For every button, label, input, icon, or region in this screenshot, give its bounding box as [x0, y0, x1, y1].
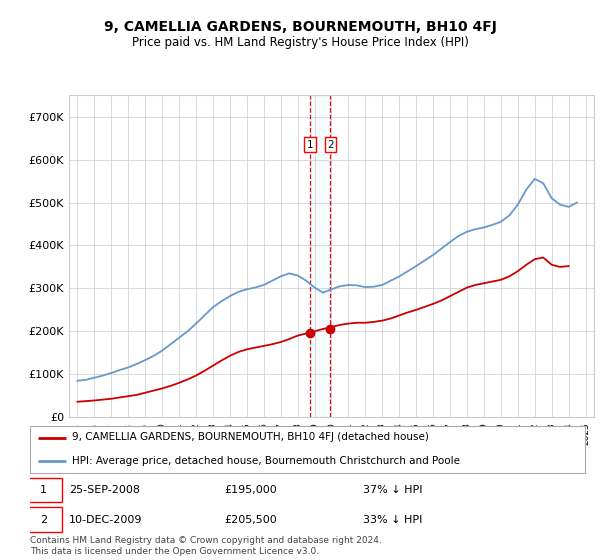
Text: 25-SEP-2008: 25-SEP-2008 [69, 485, 140, 495]
Text: 2: 2 [327, 139, 334, 150]
Text: £195,000: £195,000 [224, 485, 277, 495]
Text: 33% ↓ HPI: 33% ↓ HPI [363, 515, 422, 525]
Text: £205,500: £205,500 [224, 515, 277, 525]
Text: 1: 1 [40, 485, 47, 495]
Text: 10-DEC-2009: 10-DEC-2009 [69, 515, 142, 525]
Text: Contains HM Land Registry data © Crown copyright and database right 2024.
This d: Contains HM Land Registry data © Crown c… [30, 536, 382, 556]
Text: Price paid vs. HM Land Registry's House Price Index (HPI): Price paid vs. HM Land Registry's House … [131, 36, 469, 49]
Text: 9, CAMELLIA GARDENS, BOURNEMOUTH, BH10 4FJ (detached house): 9, CAMELLIA GARDENS, BOURNEMOUTH, BH10 4… [71, 432, 428, 442]
Text: 2: 2 [40, 515, 47, 525]
FancyBboxPatch shape [30, 426, 585, 473]
FancyBboxPatch shape [25, 478, 62, 502]
Bar [310, 95, 331, 417]
Text: 1: 1 [307, 139, 313, 150]
Text: 9, CAMELLIA GARDENS, BOURNEMOUTH, BH10 4FJ: 9, CAMELLIA GARDENS, BOURNEMOUTH, BH10 4… [104, 20, 496, 34]
Text: HPI: Average price, detached house, Bournemouth Christchurch and Poole: HPI: Average price, detached house, Bour… [71, 456, 460, 466]
FancyBboxPatch shape [25, 507, 62, 532]
Text: 37% ↓ HPI: 37% ↓ HPI [363, 485, 422, 495]
